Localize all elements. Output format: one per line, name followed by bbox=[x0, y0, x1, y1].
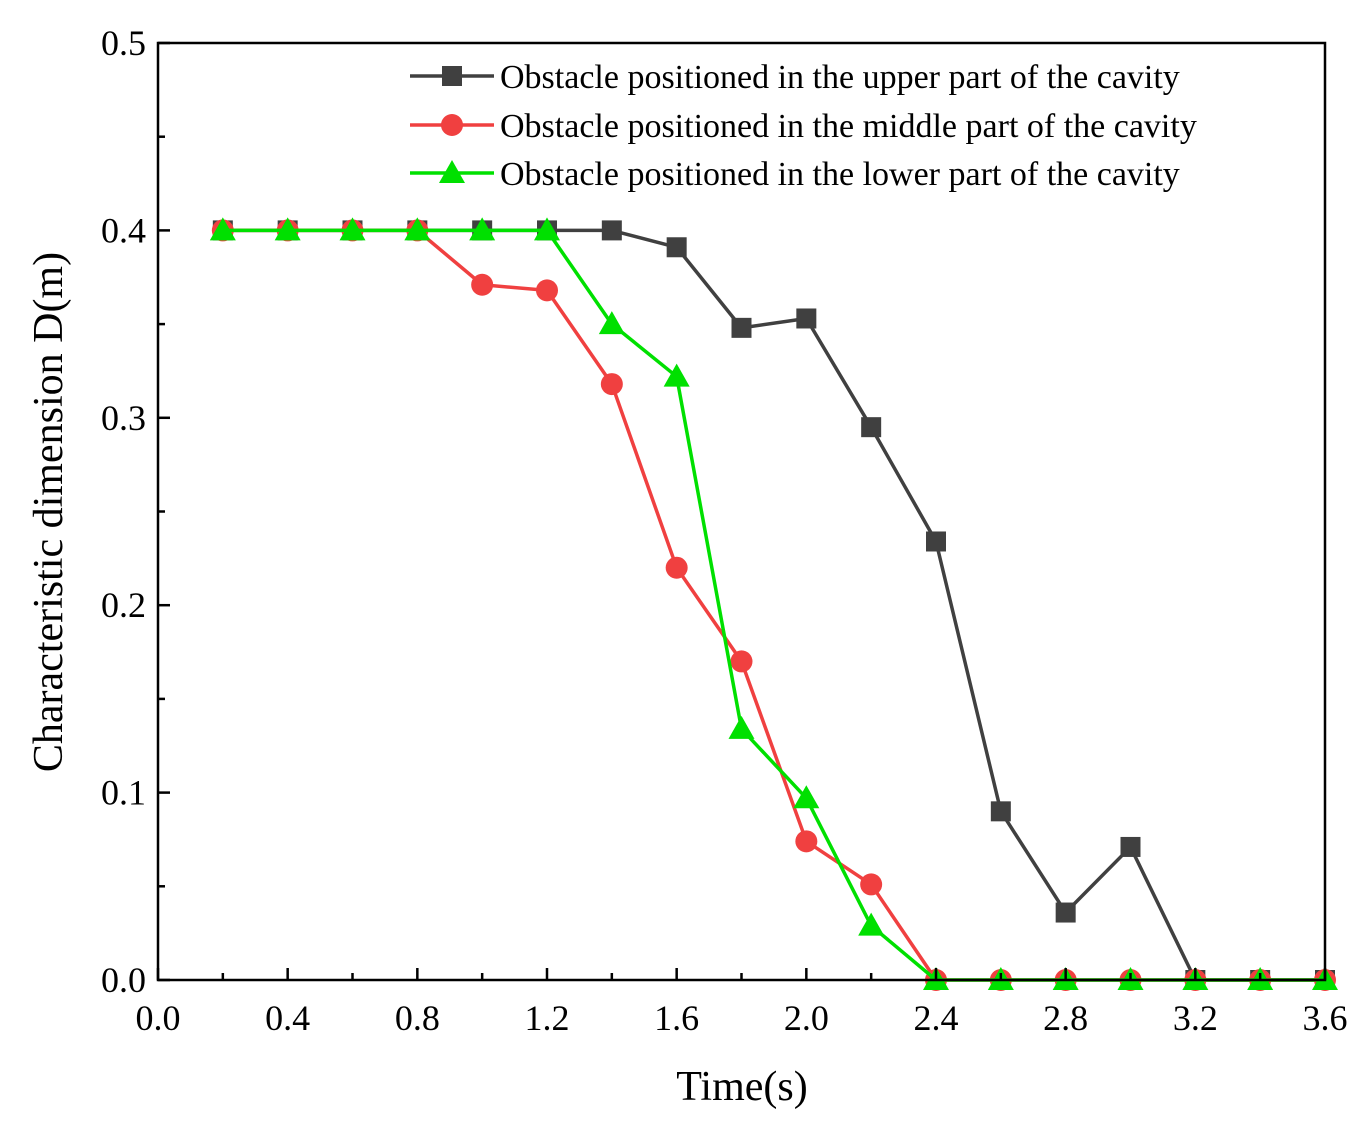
data-point-square bbox=[666, 237, 687, 258]
x-tick-label: 0.0 bbox=[136, 998, 181, 1038]
y-tick-label: 0.5 bbox=[101, 23, 146, 63]
y-tick-label: 0.2 bbox=[101, 585, 146, 625]
data-point-square bbox=[926, 531, 946, 552]
legend-label: Obstacle positioned in the lower part of… bbox=[500, 156, 1180, 193]
legend: Obstacle positioned in the upper part of… bbox=[410, 59, 1197, 193]
data-point-circle bbox=[860, 873, 883, 896]
data-point-circle bbox=[795, 830, 818, 853]
legend-marker-square bbox=[442, 66, 462, 86]
y-tick-label: 0.1 bbox=[101, 773, 146, 813]
data-point-square bbox=[1055, 902, 1076, 923]
data-point-circle bbox=[600, 373, 623, 396]
legend-label: Obstacle positioned in the upper part of… bbox=[500, 59, 1180, 96]
data-point-square bbox=[731, 317, 752, 338]
data-point-triangle bbox=[534, 217, 560, 241]
data-point-square bbox=[1120, 836, 1141, 857]
legend-entry-circle: Obstacle positioned in the middle part o… bbox=[410, 108, 1197, 145]
data-point-triangle bbox=[274, 217, 301, 241]
x-tick-label: 3.2 bbox=[1173, 998, 1218, 1038]
data-point-triangle bbox=[598, 311, 625, 335]
x-tick-label: 2.4 bbox=[914, 998, 959, 1038]
y-tick-label: 0.3 bbox=[101, 398, 146, 438]
x-tick-label: 1.2 bbox=[525, 998, 570, 1038]
x-tick-label: 0.4 bbox=[265, 998, 310, 1038]
x-tick-label: 2.0 bbox=[784, 998, 829, 1038]
series-square bbox=[212, 220, 1335, 990]
series-line-circle bbox=[222, 228, 1325, 982]
data-point-square bbox=[601, 220, 622, 241]
legend-label: Obstacle positioned in the middle part o… bbox=[500, 108, 1197, 145]
series-line-triangle bbox=[222, 228, 1325, 982]
data-point-triangle bbox=[469, 217, 496, 241]
legend-marker-circle bbox=[441, 114, 463, 136]
data-point-square bbox=[861, 417, 882, 438]
data-point-square bbox=[990, 801, 1011, 822]
x-axis-title: Time(s) bbox=[676, 1064, 807, 1110]
data-point-triangle bbox=[793, 785, 820, 809]
legend-entry-triangle: Obstacle positioned in the lower part of… bbox=[410, 156, 1180, 193]
data-point-triangle bbox=[728, 715, 755, 739]
data-point-triangle bbox=[663, 363, 690, 387]
data-point-triangle bbox=[339, 217, 366, 241]
legend-marker-triangle bbox=[439, 160, 465, 183]
data-point-triangle bbox=[858, 912, 885, 936]
legend-entry-square: Obstacle positioned in the upper part of… bbox=[410, 59, 1180, 96]
data-point-circle bbox=[536, 279, 558, 302]
data-point-triangle bbox=[404, 217, 431, 241]
series-triangle bbox=[209, 217, 1338, 990]
x-tick-label: 2.8 bbox=[1043, 998, 1088, 1038]
data-point-triangle bbox=[209, 217, 236, 241]
data-point-circle bbox=[665, 556, 688, 579]
series-circle bbox=[211, 219, 1336, 991]
axes: 0.0 0.4 0.8 1.2 1.6 2.0 2.4 2.8 3.2 3.6 0.0 0.1 0.2 0… bbox=[101, 23, 1348, 1038]
data-point-circle bbox=[471, 273, 494, 296]
y-tick-label: 0.0 bbox=[101, 960, 146, 1000]
y-axis-title: Characteristic dimension D(m) bbox=[26, 252, 72, 772]
x-tick-label: 3.6 bbox=[1303, 998, 1348, 1038]
data-point-circle bbox=[730, 650, 753, 673]
x-tick-label: 1.6 bbox=[654, 998, 699, 1038]
y-tick-label: 0.4 bbox=[101, 210, 146, 250]
series-line-square bbox=[222, 228, 1325, 982]
x-tick-label: 0.8 bbox=[395, 998, 440, 1038]
data-point-square bbox=[796, 308, 817, 329]
series-layer bbox=[209, 217, 1338, 991]
